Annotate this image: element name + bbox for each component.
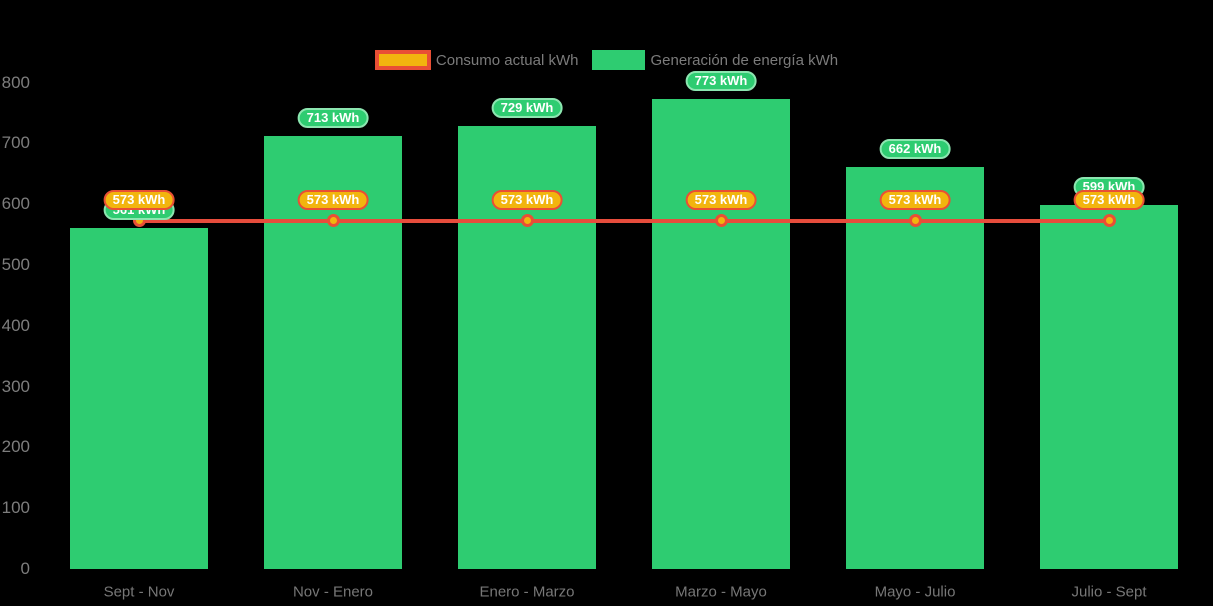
legend: Consumo actual kWh Generación de energía …	[0, 50, 1213, 70]
legend-item-consumo[interactable]: Consumo actual kWh	[374, 50, 579, 70]
generation-value-badge: 729 kWh	[491, 97, 563, 118]
legend-label: Generación de energía kWh	[650, 51, 839, 69]
consumption-point-marker[interactable]	[714, 214, 728, 228]
consumption-value-badge: 573 kWh	[1073, 189, 1145, 210]
y-axis-tick-label: 100	[1, 498, 30, 518]
legend-label: Consumo actual kWh	[435, 51, 579, 69]
y-axis-tick-label: 0	[20, 559, 30, 578]
y-axis-tick-label: 700	[1, 133, 30, 153]
consumption-point-marker[interactable]	[520, 214, 534, 228]
generation-bar[interactable]	[652, 99, 790, 569]
generation-value-badge: 773 kWh	[685, 71, 757, 92]
consumption-point-marker[interactable]	[1102, 214, 1116, 228]
x-axis-category-label: Julio - Sept	[1071, 583, 1147, 601]
y-axis-tick-label: 200	[1, 437, 30, 457]
consumption-value-badge: 573 kWh	[103, 189, 175, 210]
legend-swatch-consumo	[374, 50, 431, 70]
consumption-point-marker[interactable]	[326, 214, 340, 228]
x-axis-category-label: Nov - Enero	[292, 583, 374, 601]
y-axis-tick-label: 500	[1, 255, 30, 275]
x-axis-category-label: Enero - Marzo	[479, 583, 575, 601]
legend-swatch-generacion	[592, 50, 646, 70]
y-axis-tick-label: 600	[1, 194, 30, 214]
y-axis-tick-label: 400	[1, 315, 30, 335]
x-axis-category-label: Mayo - Julio	[874, 583, 956, 601]
generation-bar[interactable]	[70, 227, 208, 569]
generation-bar[interactable]	[1040, 204, 1178, 569]
consumption-value-badge: 573 kWh	[297, 189, 369, 210]
generation-value-badge: 662 kWh	[879, 138, 951, 159]
x-axis-category-label: Marzo - Mayo	[675, 583, 767, 601]
generation-value-badge: 713 kWh	[297, 107, 369, 128]
generation-bar[interactable]	[846, 166, 984, 569]
x-axis-category-label: Sept - Nov	[103, 583, 175, 601]
consumption-value-badge: 573 kWh	[879, 189, 951, 210]
consumption-point-marker[interactable]	[908, 214, 922, 228]
legend-item-generacion[interactable]: Generación de energía kWh	[592, 50, 838, 70]
y-axis-tick-label: 300	[1, 376, 30, 396]
consumption-value-badge: 573 kWh	[685, 189, 757, 210]
consumption-value-badge: 573 kWh	[491, 189, 563, 210]
consumption-line	[139, 218, 1109, 223]
y-axis-tick-label: 800	[1, 72, 30, 92]
